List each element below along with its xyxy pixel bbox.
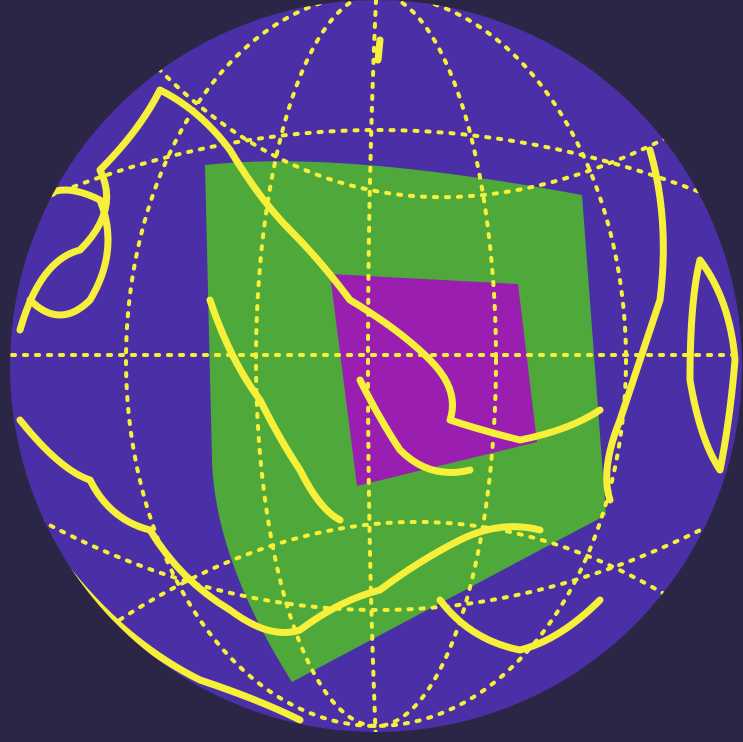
coastline: [206, 296, 344, 524]
parallel: [148, 58, 702, 200]
coastline: [26, 186, 112, 319]
coastline: [603, 146, 667, 504]
island: [686, 256, 739, 474]
coastline: [16, 86, 604, 444]
coastline: [16, 416, 544, 636]
parallel: [38, 128, 722, 202]
meridian: [254, 0, 498, 728]
parallel: [38, 518, 722, 612]
island: [374, 36, 384, 64]
coastline: [356, 376, 474, 476]
coastline: [436, 596, 604, 654]
meridian: [124, 0, 628, 728]
